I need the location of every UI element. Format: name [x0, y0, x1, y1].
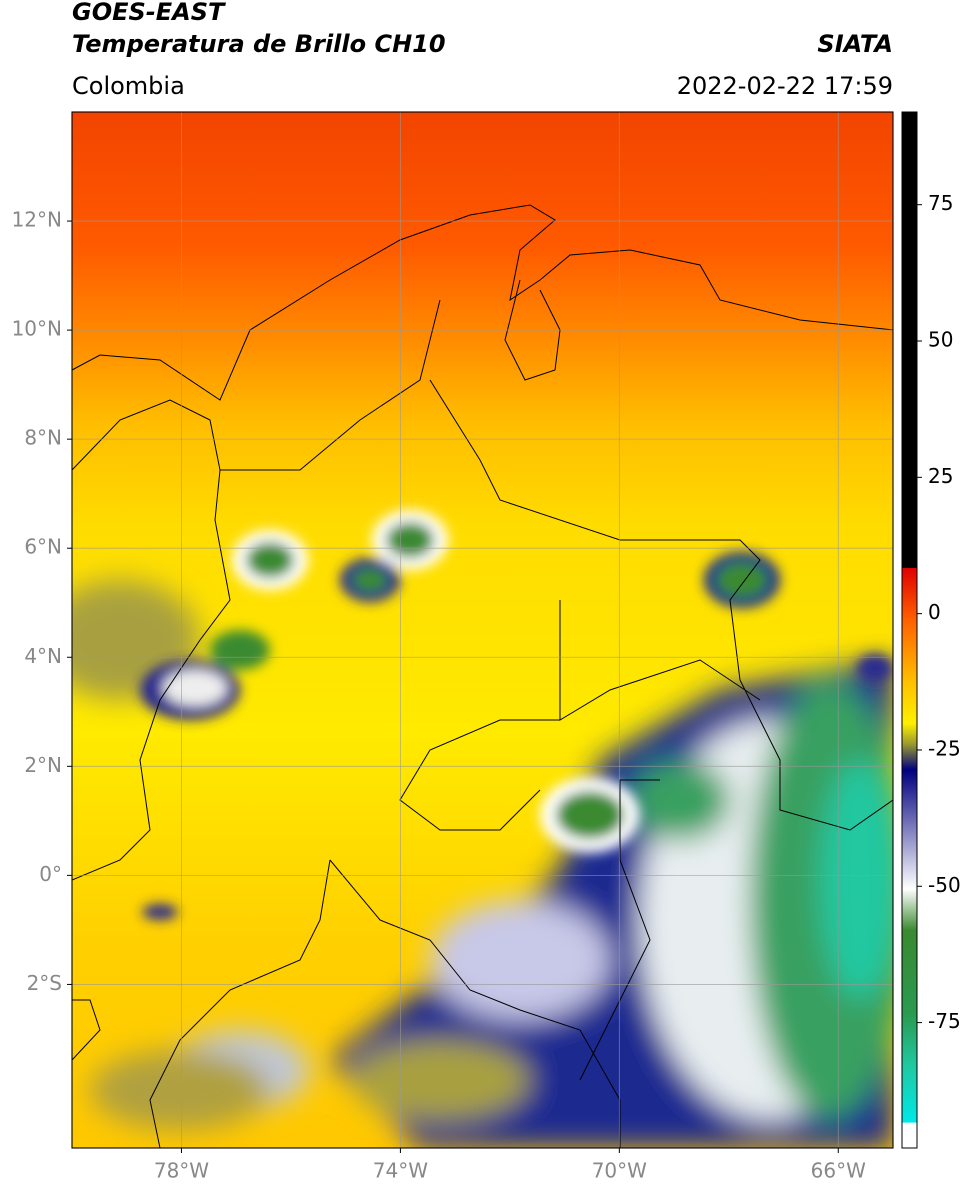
lon-label: 66°W: [811, 1159, 866, 1183]
lon-label: 74°W: [373, 1159, 428, 1183]
satellite-image: [72, 112, 893, 1148]
colorbar-label: -75: [928, 1009, 961, 1033]
map-frame: [71, 111, 894, 1149]
colorbar-label: 50: [928, 328, 953, 352]
lat-label: 6°N: [24, 535, 62, 559]
colorbar-label: 0: [928, 600, 941, 624]
product: Temperatura de Brillo CH10: [72, 30, 446, 58]
satellite: GOES-EAST: [72, 0, 226, 26]
graticule: [72, 112, 893, 1148]
colorbar-label: -25: [928, 736, 961, 760]
lat-label: 0°: [39, 862, 62, 886]
colorbar: [901, 111, 918, 1149]
region: Colombia: [72, 72, 185, 100]
lat-label: 2°S: [27, 971, 62, 995]
lat-label: 2°N: [24, 753, 62, 777]
lat-label: 10°N: [12, 317, 62, 341]
lat-label: 12°N: [12, 208, 62, 232]
colorbar-label: 75: [928, 191, 953, 215]
source: SIATA: [817, 30, 893, 58]
lon-label: 70°W: [592, 1159, 647, 1183]
colorbar-label: 25: [928, 464, 953, 488]
datetime: 2022-02-22 17:59: [677, 72, 893, 100]
lon-label: 78°W: [154, 1159, 209, 1183]
colorbar-label: -50: [928, 873, 961, 897]
lat-label: 8°N: [24, 426, 62, 450]
lat-label: 4°N: [24, 644, 62, 668]
